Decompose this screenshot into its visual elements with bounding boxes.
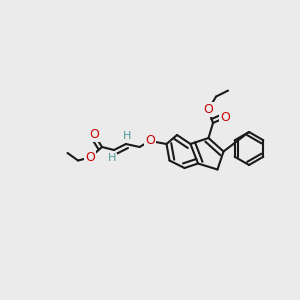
- Text: O: O: [145, 134, 155, 148]
- Text: O: O: [204, 103, 213, 116]
- Text: O: O: [90, 128, 99, 142]
- Text: H: H: [108, 153, 117, 164]
- Text: H: H: [123, 130, 132, 141]
- Text: O: O: [220, 111, 230, 124]
- Text: O: O: [85, 151, 95, 164]
